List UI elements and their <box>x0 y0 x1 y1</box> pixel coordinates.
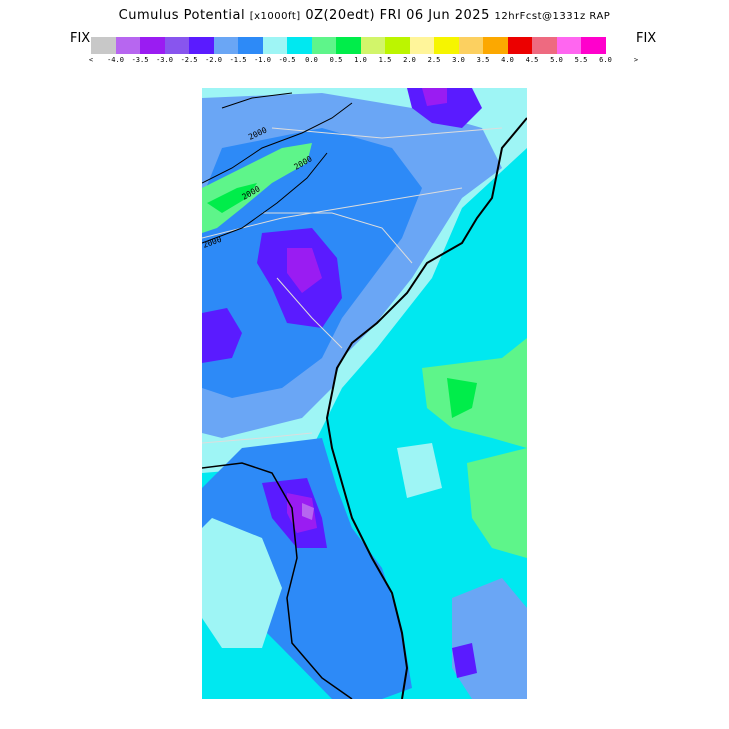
title-main: Cumulus Potential <box>118 8 246 23</box>
legend-tick-label: 6.0 <box>599 56 612 64</box>
violet-offshore-south <box>452 643 477 678</box>
legend-swatch <box>238 37 263 54</box>
legend-over-arrow: > <box>633 56 639 64</box>
title-forecast: 12hrFcst@1331z RAP <box>494 11 611 22</box>
state-border-4 <box>202 432 313 444</box>
contour-line-2 <box>202 152 328 244</box>
legend-swatch <box>336 37 361 54</box>
legend-swatch <box>385 37 410 54</box>
legend-swatch <box>287 37 312 54</box>
legend-swatch <box>458 37 483 54</box>
legend-tick-label: 3.5 <box>476 56 490 64</box>
legend-swatch <box>189 37 214 54</box>
legend-tick-label: 4.0 <box>501 56 514 64</box>
purple-core-upper <box>287 248 322 293</box>
contour-line-3 <box>221 92 293 109</box>
legend-fix-right: FIX <box>636 31 657 46</box>
state-border-2 <box>262 212 413 264</box>
blue-offshore-south <box>452 578 527 699</box>
legend-tick-label: 2.0 <box>403 56 416 64</box>
legend-swatch <box>483 37 508 54</box>
title-units: [x1000ft] <box>249 11 301 22</box>
legend-swatch <box>507 37 532 54</box>
legend-swatch <box>581 37 606 54</box>
purple-core-north <box>422 88 447 106</box>
legend-swatch <box>360 37 385 54</box>
bright-green-offshore <box>447 378 477 418</box>
legend-swatch <box>311 37 336 54</box>
lavender-core-south <box>302 503 314 520</box>
legend-tick-label: 1.0 <box>354 56 367 64</box>
legend-tick-label: -4.0 <box>107 56 124 64</box>
legend-tick-label: -1.0 <box>254 56 271 64</box>
contour-line-1 <box>202 102 353 184</box>
state-border-5 <box>271 127 503 139</box>
gulf-coastline <box>202 462 353 699</box>
legend-tick-label: 0.0 <box>305 56 318 64</box>
light-cyan-south <box>202 518 282 648</box>
map-svg: 2000 2000 2000 2000 <box>202 88 527 699</box>
legend-swatch <box>409 37 434 54</box>
legend-under-arrow: < <box>88 56 94 64</box>
green-offshore-lower <box>467 448 527 558</box>
legend-tick-label: -3.0 <box>156 56 173 64</box>
legend-fix-left: FIX <box>70 31 91 46</box>
blue-region-south <box>202 438 412 699</box>
legend-swatch <box>434 37 459 54</box>
legend-tick-label: 2.5 <box>427 56 441 64</box>
legend-tick-label: 5.0 <box>550 56 563 64</box>
legend-swatch <box>262 37 287 54</box>
legend-swatch <box>91 37 116 54</box>
legend-tick-label: 3.0 <box>452 56 465 64</box>
legend-swatch <box>213 37 238 54</box>
bright-green-mountains <box>207 183 257 213</box>
legend-swatch <box>164 37 189 54</box>
legend-swatch <box>140 37 165 54</box>
green-region-mountains <box>202 143 312 233</box>
legend-swatch <box>115 37 140 54</box>
legend-tick-label: -2.0 <box>205 56 222 64</box>
legend-tick-label: 4.5 <box>525 56 539 64</box>
legend-tick-label: -3.5 <box>131 56 149 64</box>
legend-tick-label: 1.5 <box>378 56 392 64</box>
legend-tick-label: -1.5 <box>229 56 247 64</box>
legend-tick-label: 0.5 <box>329 56 343 64</box>
color-legend <box>91 37 606 54</box>
legend-tick-label: -0.5 <box>278 56 296 64</box>
coastline <box>325 117 527 699</box>
legend-tick-label: -2.5 <box>180 56 198 64</box>
legend-tick-label: 5.5 <box>574 56 588 64</box>
weather-map: 2000 2000 2000 2000 <box>202 88 527 699</box>
chart-title: Cumulus Potential [x1000ft] 0Z(20edt) FR… <box>0 8 729 23</box>
state-border-3 <box>276 277 343 349</box>
legend-ticks: < > -4.0 -3.5 -3.0 -2.5 -2.0 -1.5 -1.0 -0.5 0.0 0… <box>88 56 639 66</box>
violet-cluster-west <box>202 308 242 363</box>
light-cyan-offshore <box>397 443 442 498</box>
title-time: 0Z(20edt) FRI 06 Jun 2025 <box>305 8 490 23</box>
legend-swatch <box>556 37 581 54</box>
legend-swatch <box>532 37 557 54</box>
